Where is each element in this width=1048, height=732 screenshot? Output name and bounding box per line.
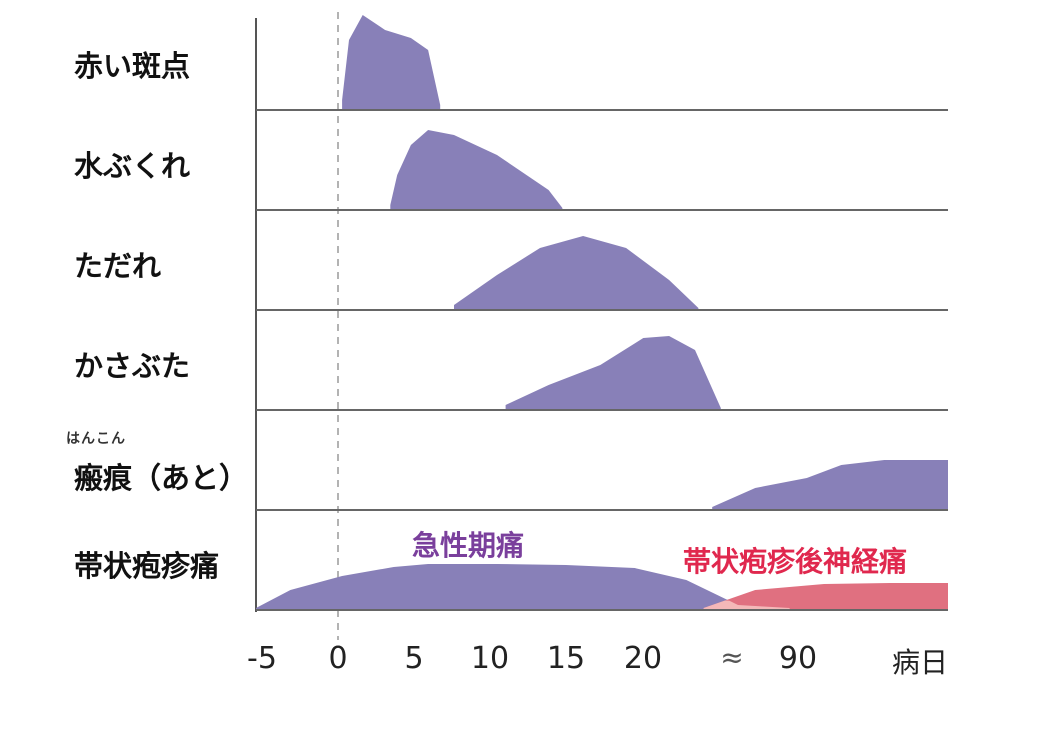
- area-series-3-0: [505, 336, 721, 410]
- x-tick-label: 20: [623, 641, 663, 676]
- axis-break-icon: ≈: [720, 641, 744, 674]
- x-axis-unit-label: 病日: [891, 646, 949, 679]
- area-overlap: [703, 600, 790, 610]
- row-baselines: [256, 109, 948, 611]
- x-tick-label: 90: [778, 641, 818, 676]
- row-label-erosion: ただれ: [74, 249, 162, 283]
- area-series-2-0: [454, 236, 699, 310]
- x-tick-label: -5: [247, 641, 277, 676]
- row-label-red-spots: 赤い斑点: [74, 49, 191, 83]
- area-series-0-0: [342, 15, 441, 110]
- annotation-postherpetic-neuralgia: 帯状疱疹後神経痛: [683, 545, 908, 578]
- x-tick-label: 10: [470, 641, 510, 676]
- area-series-5-0: [256, 564, 790, 610]
- area-group: [256, 15, 948, 610]
- row-label-scar-ruby: はんこん: [66, 431, 126, 447]
- row-label-blisters: 水ぶくれ: [74, 149, 191, 183]
- x-tick-label: 0: [328, 641, 348, 676]
- row-label-scar: 瘢痕（あと）: [74, 461, 249, 495]
- row-label-scabs: かさぶた: [74, 349, 191, 383]
- area-series-1-0: [390, 130, 563, 210]
- annotation-acute-pain: 急性期痛: [412, 529, 525, 562]
- x-tick-label: 5: [404, 641, 424, 676]
- x-tick-label: 15: [546, 641, 586, 676]
- row-label-zoster-pain: 帯状疱疹痛: [74, 549, 220, 583]
- area-series-5-1: [703, 583, 948, 610]
- area-series-4-0: [712, 460, 948, 510]
